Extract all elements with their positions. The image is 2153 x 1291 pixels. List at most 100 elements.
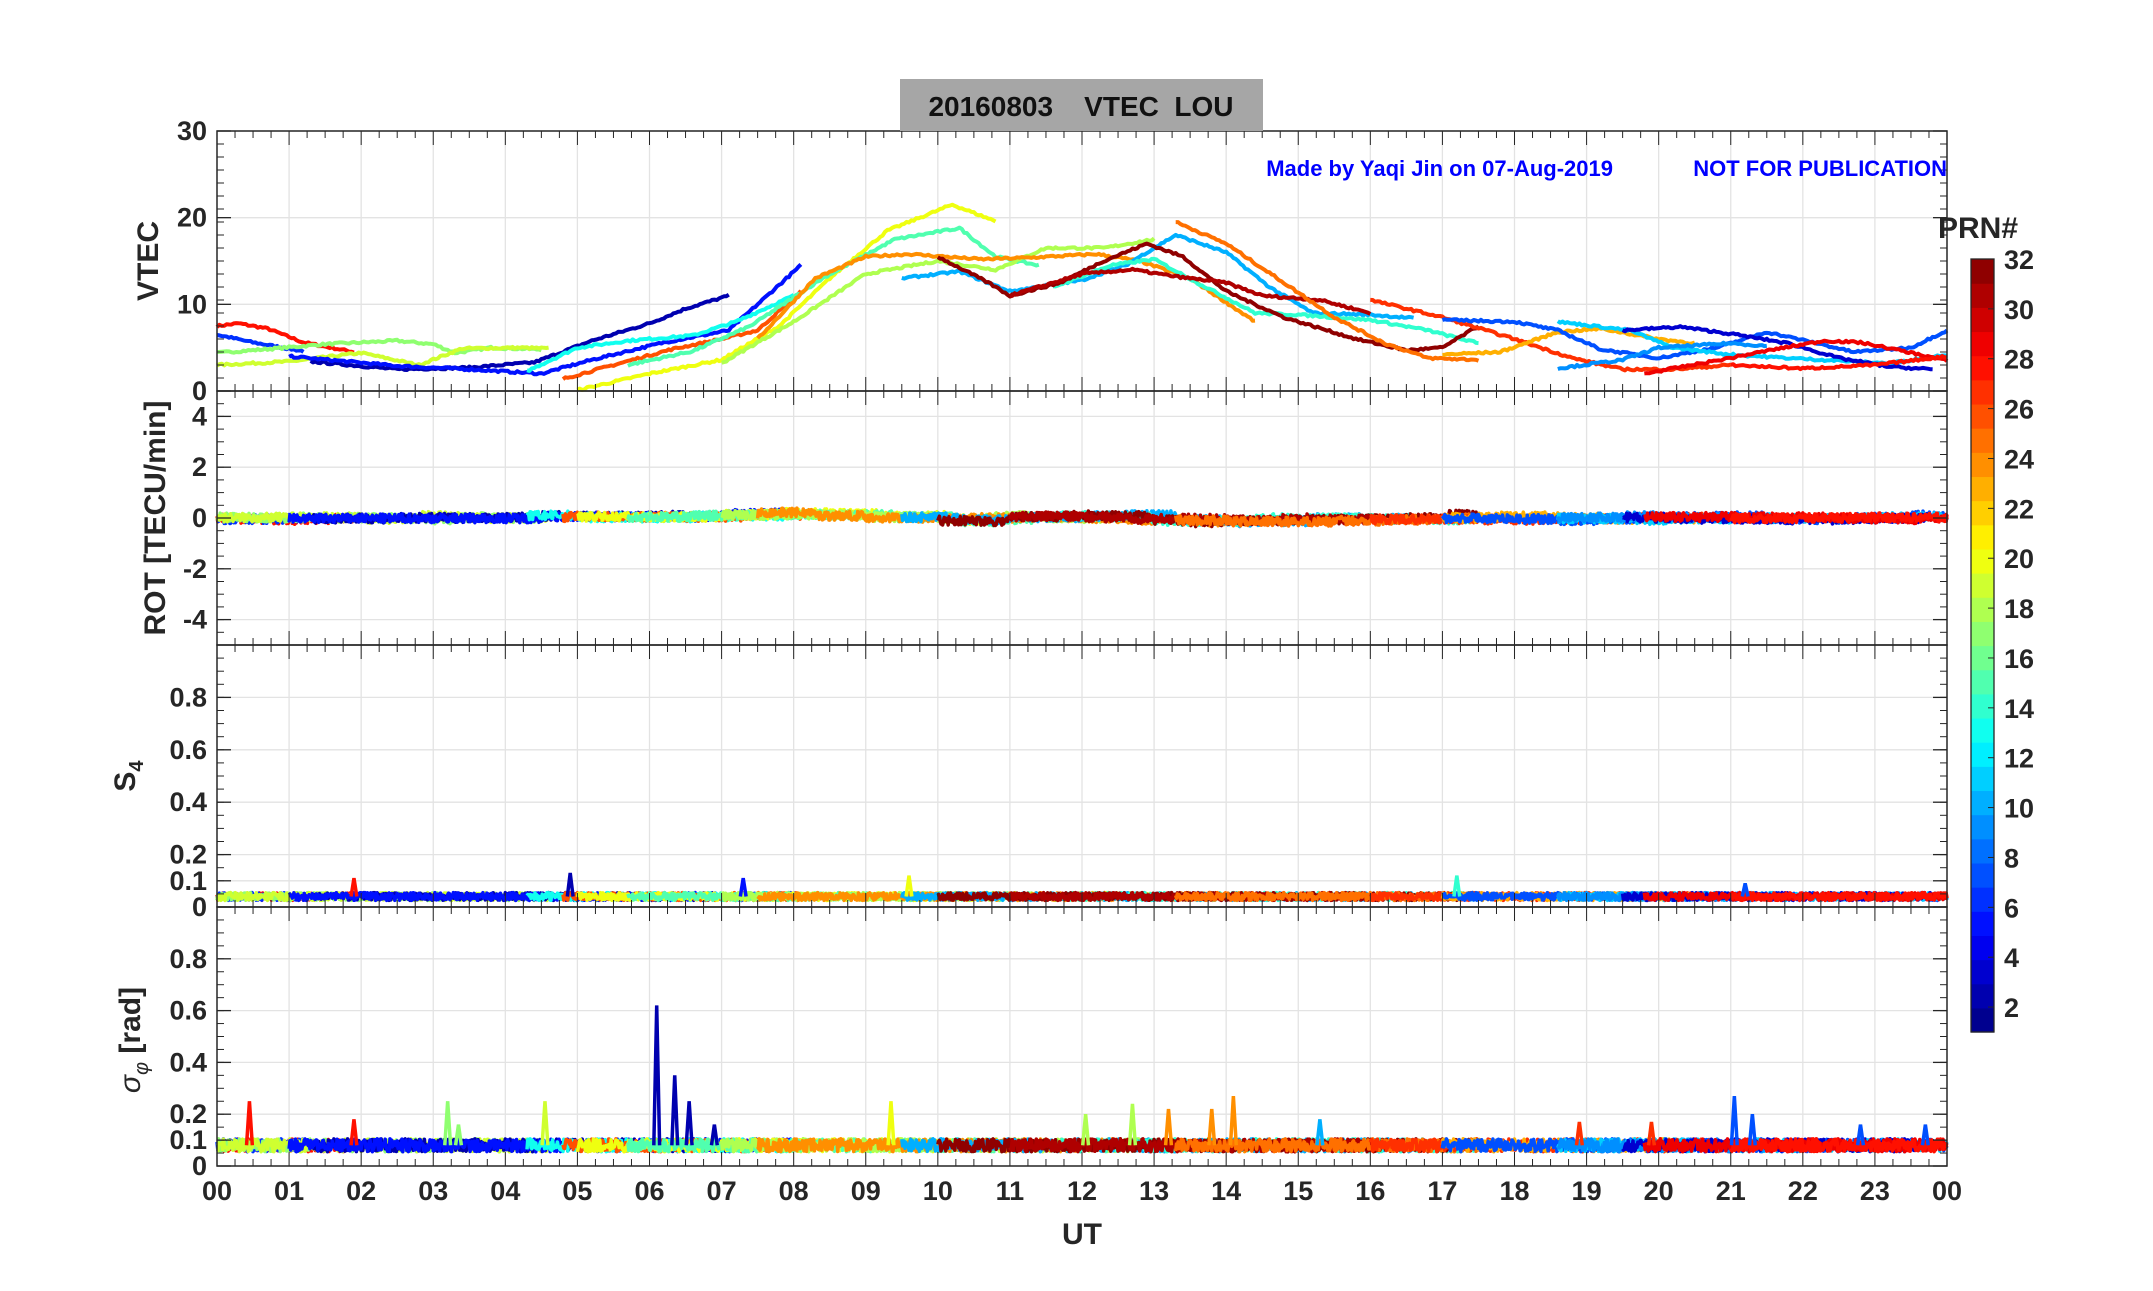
spike-sigma — [684, 1101, 694, 1146]
ylabel-sigma: σφ [rad] — [114, 987, 153, 1093]
ytick-label-s4: 0.8 — [169, 682, 207, 712]
colorbar-frame — [1970, 258, 1995, 1033]
series-line-vtec-prn25 — [1175, 220, 1480, 363]
xtick-label: 03 — [418, 1176, 448, 1206]
series-line-vtec-prn7 — [1441, 317, 1949, 361]
colorbar-segment — [1971, 959, 1994, 985]
colorbar-segment — [1971, 476, 1994, 502]
spike-sigma — [443, 1101, 453, 1146]
colorbar-segment — [1971, 331, 1994, 357]
ylabel-vtec: VTEC — [132, 221, 165, 301]
colorbar-tick-label: 8 — [2004, 843, 2019, 873]
spike-sigma — [886, 1101, 896, 1146]
spike-s4 — [1452, 875, 1462, 897]
series-line-vtec-prn5 — [288, 262, 803, 377]
xtick-label: 16 — [1355, 1176, 1385, 1206]
colorbar-tick-label: 18 — [2004, 594, 2034, 624]
xtick-label: 22 — [1788, 1176, 1818, 1206]
ytick-label-rot: 4 — [192, 401, 207, 431]
spike-sigma — [1920, 1124, 1930, 1146]
colorbar-segment — [1971, 548, 1994, 574]
spike-s4 — [565, 872, 575, 897]
spike-sigma — [349, 1119, 359, 1146]
author-annotation: Made by Yaqi Jin on 07-Aug-2019 — [1266, 156, 1613, 181]
spike-sigma — [1080, 1114, 1091, 1146]
spike-sigma — [709, 1124, 719, 1146]
colorbar-tick-label: 28 — [2004, 345, 2034, 375]
ytick-label-s4: 0.4 — [169, 787, 207, 817]
publication-annotation: NOT FOR PUBLICATION — [1693, 156, 1947, 181]
colorbar-segment — [1971, 597, 1994, 622]
ylabel-rot: ROT [TECU/min] — [139, 401, 172, 636]
colorbar-segment — [1971, 428, 1994, 453]
ytick-label-sigma: 0.4 — [169, 1047, 207, 1077]
colorbar-label: PRN# — [1938, 212, 2018, 245]
xtick-label: 00 — [1932, 1176, 1962, 1206]
ytick-label-s4: 0.2 — [169, 840, 207, 870]
series-line-vtec-prn15 — [627, 225, 1040, 368]
colorbar-segment — [1971, 766, 1994, 792]
xtick-label: 11 — [996, 1176, 1025, 1206]
series-line-vtec-prn26 — [561, 289, 803, 381]
spike-s4 — [1740, 883, 1750, 897]
colorbar-segment — [1971, 307, 1994, 333]
xtick-label: 09 — [851, 1176, 881, 1206]
colorbar-tick-label: 22 — [2004, 494, 2034, 524]
xtick-label: 08 — [779, 1176, 809, 1206]
series-line-vtec-prn19 — [215, 344, 549, 368]
spike-sigma — [1127, 1103, 1138, 1146]
ytick-label-sigma: 0.1 — [169, 1125, 207, 1155]
colorbar-segment — [1971, 693, 1994, 719]
axes-box-sigma — [216, 906, 1948, 1167]
xtick-label: 10 — [923, 1176, 953, 1206]
colorbar-tick-label: 32 — [2004, 245, 2034, 275]
colorbar-segment — [1971, 814, 1994, 840]
colorbar-segment — [1971, 259, 1994, 284]
colorbar-tick-label: 2 — [2004, 993, 2019, 1023]
xtick-label: 00 — [202, 1176, 232, 1206]
series-line-sigma-prn28 — [1729, 1137, 1949, 1154]
colorbar-segment — [1971, 621, 1994, 647]
colorbar-segment — [1971, 524, 1994, 550]
ytick-label-vtec: 20 — [177, 203, 207, 233]
series-line-rot-prn28 — [1729, 511, 1949, 525]
ytick-label-vtec: 10 — [177, 289, 207, 319]
ytick-label-sigma: 0.6 — [169, 996, 207, 1026]
title-box — [900, 79, 1263, 131]
ytick-label-s4: 0.1 — [169, 866, 207, 896]
ytick-label-sigma: 0.8 — [169, 944, 207, 974]
colorbar-segment — [1971, 742, 1994, 767]
ytick-label-s4: 0 — [192, 892, 207, 922]
spike-s4 — [738, 877, 748, 897]
ytick-label-sigma: 0.2 — [169, 1099, 207, 1129]
spike-sigma — [670, 1075, 680, 1146]
colorbar-segment — [1971, 838, 1994, 864]
xtick-label: 23 — [1860, 1176, 1890, 1206]
series-line-vtec-prn20 — [576, 202, 997, 392]
colorbar-segment — [1971, 500, 1994, 526]
series-line-vtec-prn18 — [721, 236, 1156, 365]
ytick-label-rot: -4 — [183, 605, 207, 635]
colorbar-segment — [1971, 983, 1994, 1009]
xtick-label: 20 — [1644, 1176, 1674, 1206]
colorbar-segment — [1971, 355, 1994, 381]
spike-sigma — [1207, 1108, 1217, 1146]
spike-sigma — [453, 1124, 464, 1146]
axes: 0102030-4-202400.10.20.40.60.800.10.20.4… — [169, 116, 1962, 1206]
colorbar-tick-label: 4 — [2004, 943, 2019, 973]
spike-sigma — [1163, 1108, 1174, 1146]
xtick-label: 18 — [1499, 1176, 1529, 1206]
chart-title: 20160803 VTEC LOU — [928, 91, 1233, 122]
ytick-label-sigma: 0 — [192, 1151, 207, 1181]
series-line-vtec-prn14 — [1053, 256, 1479, 346]
colorbar-segment — [1971, 790, 1994, 816]
ytick-label-rot: -2 — [183, 554, 207, 584]
spike-sigma — [1315, 1119, 1325, 1146]
spike-sigma — [1646, 1121, 1657, 1146]
colorbar-segment — [1971, 379, 1994, 405]
xtick-label: 12 — [1067, 1176, 1097, 1206]
colorbar-segment — [1971, 645, 1994, 671]
series-line-sigma-prn31 — [1008, 1137, 1373, 1154]
